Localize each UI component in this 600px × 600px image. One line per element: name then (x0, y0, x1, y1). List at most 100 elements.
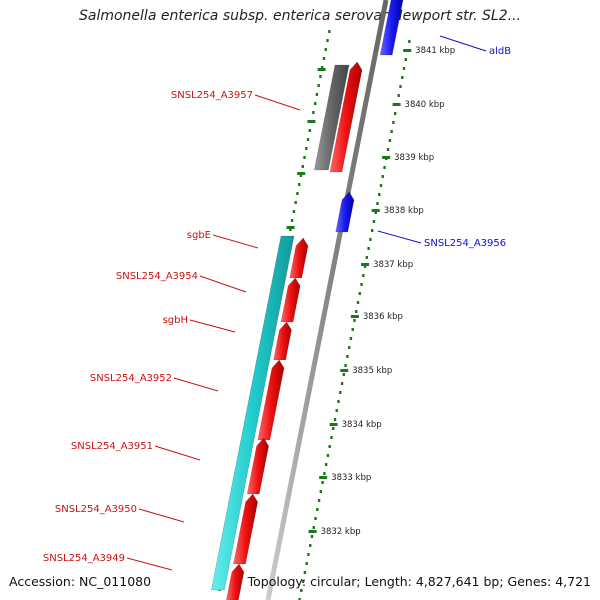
minor-tick (351, 328, 354, 331)
minor-tick (323, 472, 326, 475)
minor-tick (294, 201, 297, 204)
scale-tick-label: 3839 kbp (394, 153, 434, 163)
minor-tick (349, 337, 353, 340)
minor-tick (365, 256, 369, 259)
pseudogene-SNSL254_A3957[interactable] (313, 64, 350, 171)
genome-title: Salmonella enterica subsp. enterica sero… (79, 8, 521, 24)
minor-tick (317, 499, 321, 502)
minor-tick (328, 445, 331, 448)
scale-tick-label: 3838 kbp (384, 206, 424, 216)
minor-tick (337, 400, 340, 403)
minor-tick (308, 129, 312, 132)
callout-line (199, 275, 247, 293)
gene-label[interactable]: sgbE (187, 230, 211, 241)
minor-tick (381, 175, 384, 178)
gene-SNSL254_A3956[interactable] (335, 191, 355, 233)
scale-tick-label: 3841 kbp (415, 46, 455, 56)
minor-tick (362, 274, 365, 277)
minor-tick (317, 84, 320, 87)
rna-feature[interactable] (211, 235, 295, 591)
minor-tick (310, 535, 314, 538)
minor-tick (315, 93, 319, 96)
scale-tick-label: 3832 kbp (321, 527, 361, 537)
major-tick (297, 172, 306, 175)
minor-tick (356, 301, 360, 304)
minor-tick (321, 481, 324, 484)
gene-label[interactable]: sgbH (163, 315, 188, 326)
minor-tick (353, 319, 356, 322)
minor-tick (392, 121, 395, 124)
callout-line (126, 557, 173, 571)
minor-tick (383, 166, 386, 169)
inner-tick-track (298, 40, 411, 600)
callout-line (173, 377, 219, 392)
callout-line (189, 319, 236, 333)
gene-label[interactable]: SNSL254_A3954 (116, 271, 198, 282)
minor-tick (358, 292, 361, 295)
minor-tick (307, 553, 310, 556)
gene-label[interactable]: SNSL254_A3956 (424, 238, 506, 249)
minor-tick (312, 111, 315, 114)
gene-label[interactable]: SNSL254_A3951 (71, 441, 153, 452)
gene-label[interactable]: SNSL254_A3952 (90, 373, 172, 384)
callout-line (439, 35, 487, 52)
gene-SNSL254_A3952[interactable] (257, 359, 285, 441)
minor-tick (346, 355, 349, 358)
scale-major-tick (329, 423, 338, 426)
genome-summary-text: Topology: circular; Length: 4,827,641 bp… (247, 574, 591, 589)
callout-line (212, 234, 259, 249)
minor-tick (326, 454, 330, 457)
gene-label[interactable]: SNSL254_A3957 (171, 90, 253, 101)
minor-tick (296, 192, 299, 195)
gene-sgbH[interactable] (273, 321, 292, 361)
gene-label[interactable]: SNSL254_A3950 (55, 504, 137, 515)
scale-tick-label: 3840 kbp (405, 100, 445, 110)
gene-label[interactable]: SNSL254_A3949 (43, 553, 125, 564)
gene-SNSL254_A3950[interactable] (233, 493, 258, 565)
minor-tick (313, 102, 317, 105)
minor-tick (367, 247, 370, 250)
scale-tick-label: 3836 kbp (363, 312, 403, 322)
minor-tick (404, 58, 407, 61)
minor-tick (344, 364, 347, 367)
scale-major-tick (382, 156, 391, 159)
minor-tick (379, 184, 383, 187)
accession-text: Accession: NC_011080 (9, 574, 152, 589)
gene-SNSL254_A3957[interactable] (329, 61, 363, 173)
gene-callouts: SNSL254_A3957 sgbE SNSL254_A3954 sgbH SNSL25… (43, 35, 511, 571)
minor-tick (301, 580, 305, 583)
scale-major-tick (392, 103, 401, 106)
minor-tick (303, 156, 306, 159)
gene-SNSL254_A3949[interactable] (226, 563, 245, 600)
minor-tick (376, 202, 379, 205)
minor-tick (363, 265, 367, 268)
minor-tick (335, 409, 338, 412)
gene-SNSL254_A3954[interactable] (280, 277, 301, 323)
scale-tick-label: 3835 kbp (352, 366, 392, 376)
feature-track (211, 0, 404, 600)
minor-tick (324, 48, 327, 51)
minor-tick (324, 463, 328, 466)
gene-sgbE[interactable] (289, 237, 309, 279)
gene-label[interactable]: aldB (489, 46, 511, 57)
gene-aldB[interactable] (379, 0, 404, 56)
minor-tick (319, 75, 322, 78)
minor-tick (289, 228, 292, 231)
backbone-line (265, 0, 389, 600)
minor-tick (399, 85, 402, 88)
minor-tick (369, 238, 372, 241)
scale-major-tick (350, 315, 359, 318)
callout-line (377, 230, 422, 244)
minor-tick (360, 283, 363, 286)
callout-line (138, 508, 185, 523)
minor-tick (408, 40, 411, 43)
minor-tick (305, 562, 308, 565)
minor-tick (374, 211, 377, 214)
minor-tick (339, 391, 342, 394)
minor-tick (330, 436, 333, 439)
scale-major-tick (308, 530, 317, 533)
gene-SNSL254_A3951[interactable] (246, 437, 269, 495)
minor-tick (303, 571, 307, 574)
scale-major-tick (319, 476, 328, 479)
